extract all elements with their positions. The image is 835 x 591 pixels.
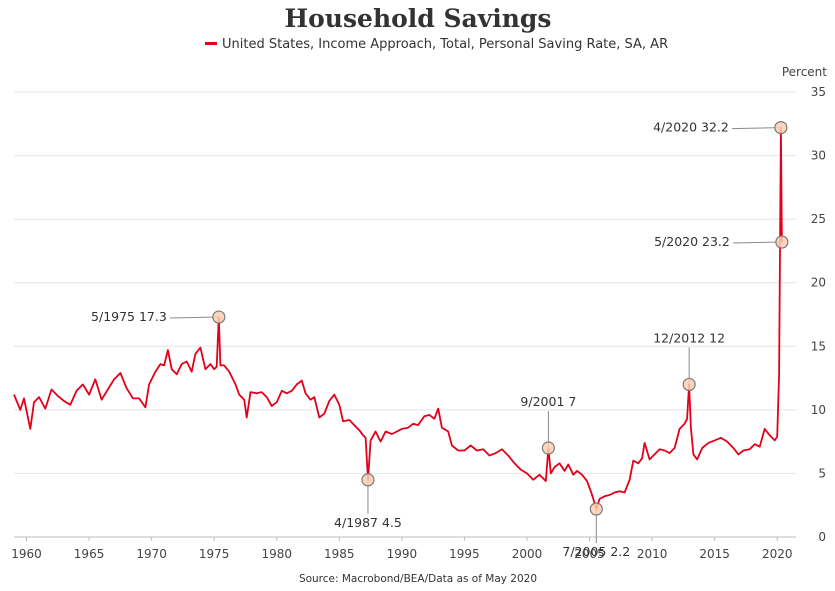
x-tick-label: 1995 (449, 547, 480, 561)
x-tick-label: 1975 (199, 547, 230, 561)
x-tick-label: 2015 (699, 547, 730, 561)
y-tick-label: 15 (811, 339, 826, 353)
x-tick-label: 1965 (74, 547, 105, 561)
annotation-marker (774, 120, 788, 135)
legend: United States, Income Approach, Total, P… (205, 37, 668, 52)
source-note: Source: Macrobond/BEA/Data as of May 202… (299, 573, 537, 585)
y-tick-label: 25 (811, 212, 826, 226)
x-tick-label: 1960 (11, 547, 42, 561)
x-tick-label: 1990 (387, 547, 418, 561)
x-tick-label: 2000 (512, 547, 543, 561)
x-tick-label: 2020 (762, 547, 793, 561)
y-tick-label: 0 (818, 530, 826, 544)
legend-label: United States, Income Approach, Total, P… (222, 37, 668, 52)
annotation-label: 7/2005 2.2 (562, 544, 630, 559)
series-line (13, 126, 783, 510)
legend-swatch (205, 42, 217, 45)
x-tick-label: 1970 (136, 547, 167, 561)
annotation-label: 12/2012 12 (653, 330, 725, 345)
y-axis-ticks: 0 5 10 15 20 25 30 35 (811, 85, 826, 544)
x-tick-label: 2010 (637, 547, 668, 561)
chart-title: Household Savings (285, 4, 552, 33)
y-axis-unit: Percent (782, 65, 827, 79)
y-tick-label: 30 (811, 149, 826, 163)
series-layer (13, 126, 783, 510)
annotation-marker (775, 235, 789, 249)
annotation-marker (682, 377, 696, 392)
y-tick-label: 5 (818, 466, 826, 480)
x-tick-label: 1985 (324, 547, 355, 561)
y-tick-label: 35 (811, 85, 826, 99)
annotation-leader (169, 316, 219, 319)
annotation-label: 9/2001 7 (520, 394, 576, 409)
annotation-leader (732, 241, 782, 244)
x-tick-label: 1980 (261, 547, 292, 561)
x-axis-ticks: 1960 1965 1970 1975 1980 1985 1990 1995 2000 2005… (11, 537, 793, 561)
y-tick-label: 10 (811, 403, 826, 417)
annotation-leader (731, 127, 781, 130)
y-tick-label: 20 (811, 276, 826, 290)
annotation-label: 5/1975 17.3 (91, 309, 167, 324)
gridlines (14, 91, 796, 538)
annotation-marker (589, 502, 603, 516)
annotation-marker (212, 310, 226, 324)
annotations: 5/1975 17.3 4/1987 4.5 9/2001 7 7/2005 2.2 1… (91, 120, 789, 559)
x-tick-label: 2005 (574, 547, 605, 561)
annotation-label: 5/2020 23.2 (654, 234, 730, 249)
annotation-label: 4/1987 4.5 (334, 515, 402, 530)
annotation-marker (361, 473, 375, 487)
annotation-marker (541, 441, 555, 455)
annotation-label: 4/2020 32.2 (653, 120, 729, 135)
